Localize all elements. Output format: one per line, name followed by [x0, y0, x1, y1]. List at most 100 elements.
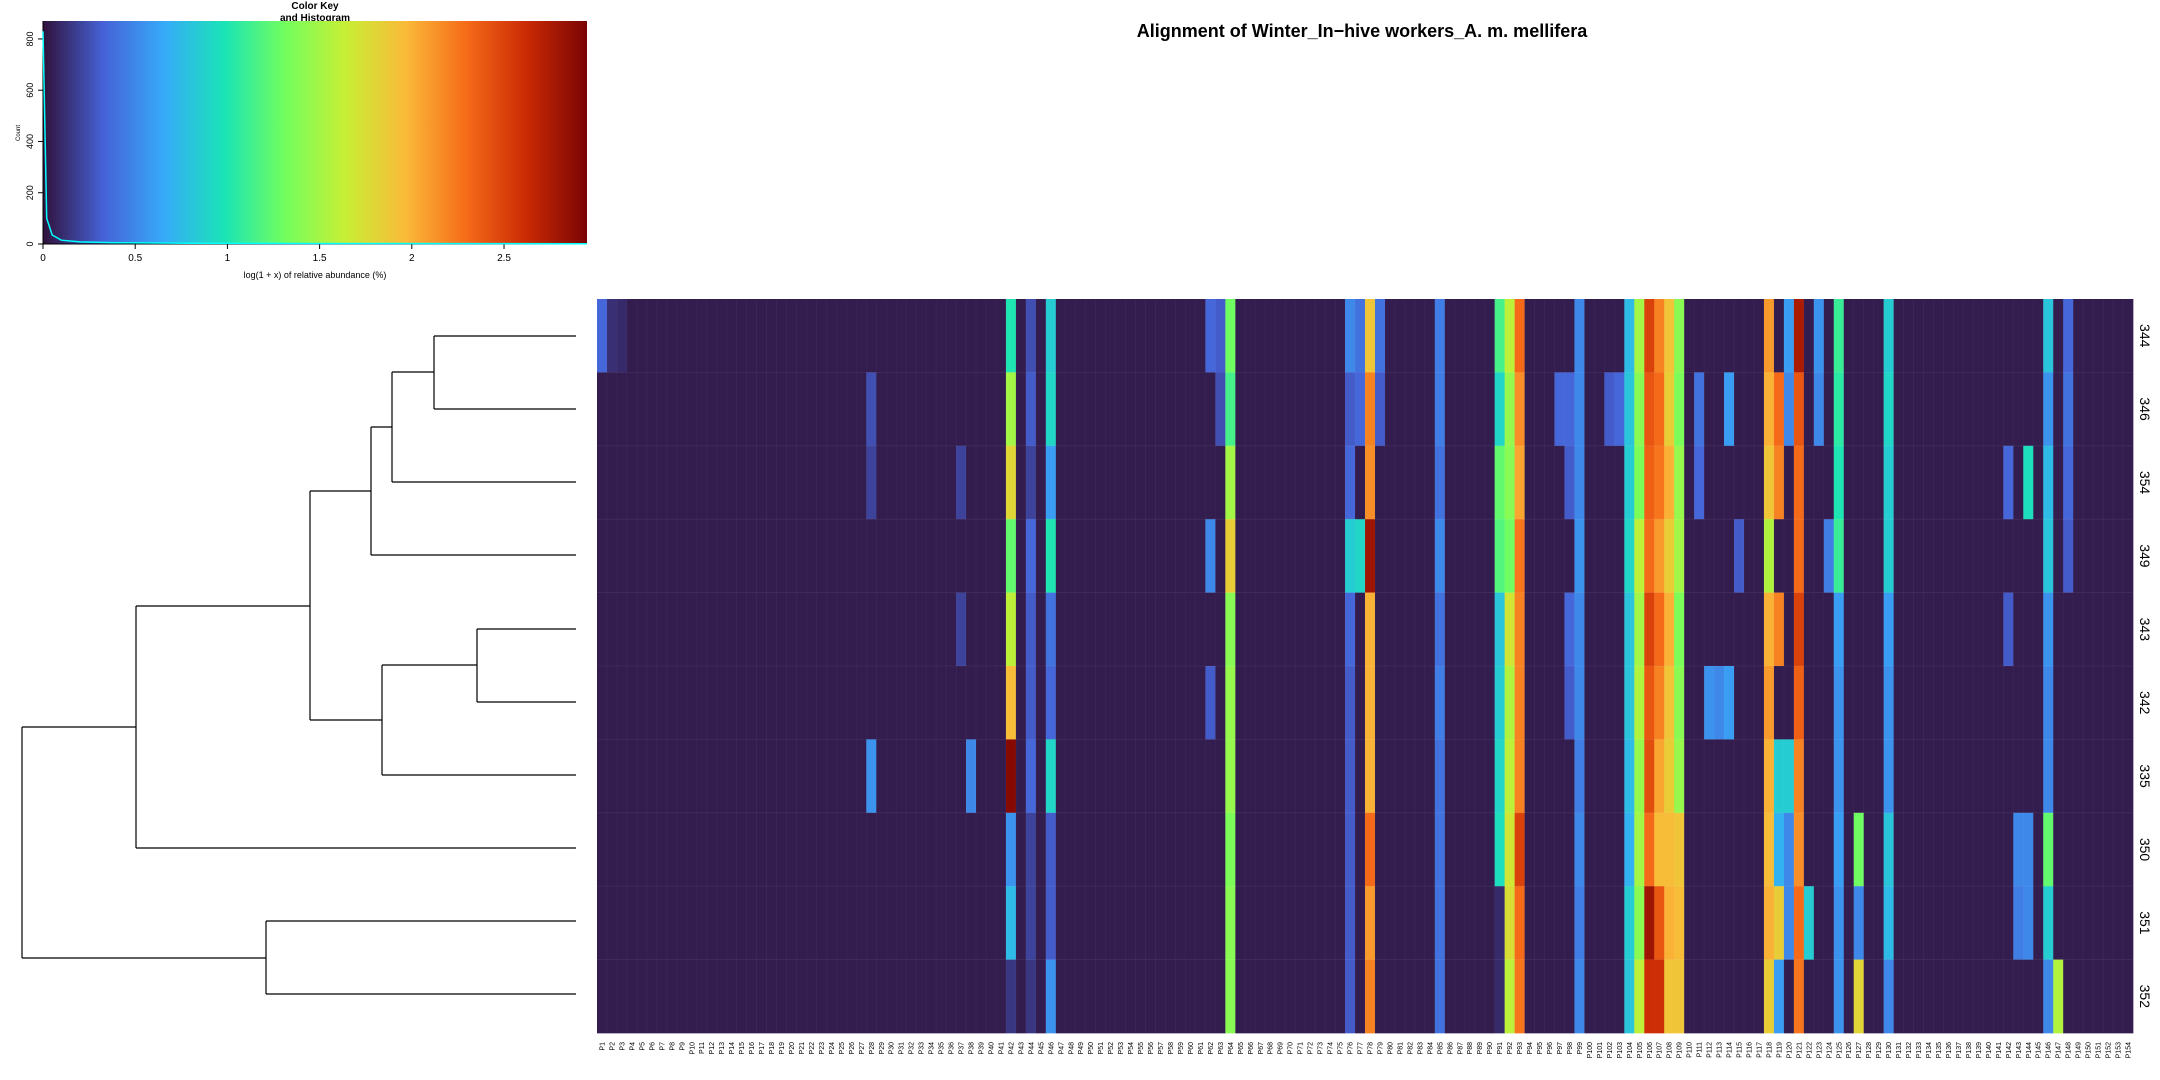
heatmap-cell — [1644, 739, 1655, 814]
heatmap-cell — [1384, 299, 1396, 373]
heatmap-cell — [1215, 592, 1226, 667]
heatmap-cell — [966, 739, 977, 814]
heatmap-cell — [1484, 445, 1496, 520]
heatmap-cell — [1015, 592, 1027, 667]
heatmap-cell — [2013, 519, 2024, 593]
column-label: P137 — [1956, 1042, 1963, 1058]
heatmap-cell — [1644, 592, 1655, 667]
heatmap-cell — [2073, 592, 2084, 667]
heatmap-cell — [1973, 299, 1984, 373]
column-label: P102 — [1607, 1042, 1614, 1058]
row-label: 343 — [2137, 618, 2153, 642]
heatmap-cell — [597, 739, 608, 814]
column-label: P140 — [1986, 1042, 1993, 1058]
heatmap-cell — [976, 299, 987, 373]
heatmap-cell — [1773, 372, 1785, 447]
heatmap-cell — [1215, 886, 1226, 960]
heatmap-cell — [1155, 372, 1166, 447]
heatmap-cell — [786, 519, 797, 593]
heatmap-cell — [776, 299, 787, 373]
heatmap-cell — [1674, 445, 1685, 520]
heatmap-cell — [826, 592, 837, 667]
heatmap-cell — [995, 739, 1007, 814]
heatmap-cell — [995, 299, 1007, 373]
heatmap-cell — [2003, 739, 2014, 814]
heatmap-cell — [706, 372, 718, 447]
heatmap-cell — [1674, 592, 1685, 667]
heatmap-cell — [976, 666, 987, 740]
heatmap-cell — [2043, 886, 2054, 960]
heatmap-cell — [646, 739, 658, 814]
heatmap-cell — [2023, 445, 2034, 520]
heatmap-cell — [1714, 372, 1725, 447]
heatmap-cell — [1225, 959, 1236, 1034]
heatmap-cell — [1953, 445, 1964, 520]
heatmap-cell — [1833, 299, 1845, 373]
heatmap-cell — [1584, 519, 1595, 593]
heatmap-cell — [946, 519, 957, 593]
heatmap-cell — [1753, 959, 1765, 1034]
heatmap-cell — [1763, 445, 1775, 520]
heatmap-cell — [1664, 299, 1675, 373]
heatmap-cell — [1903, 739, 1914, 814]
heatmap-cell — [1664, 372, 1675, 447]
heatmap-cell — [1145, 299, 1156, 373]
heatmap-cell — [626, 299, 638, 373]
heatmap-cell — [826, 299, 837, 373]
heatmap-cell — [1694, 739, 1705, 814]
heatmap-cell — [1265, 959, 1276, 1034]
heatmap-cell — [1235, 372, 1246, 447]
column-label: P105 — [1637, 1042, 1644, 1058]
heatmap-cell — [816, 886, 827, 960]
heatmap-cell — [896, 372, 907, 447]
heatmap-cell — [836, 886, 847, 960]
heatmap-cell — [1245, 666, 1256, 740]
heatmap-cell — [1055, 299, 1067, 373]
heatmap-cell — [616, 299, 628, 373]
heatmap-cell — [1524, 299, 1535, 373]
heatmap-cell — [1664, 592, 1675, 667]
heatmap-cell — [796, 445, 807, 520]
heatmap-cell — [1175, 886, 1186, 960]
heatmap-cell — [626, 812, 638, 887]
heatmap-cell — [916, 299, 927, 373]
heatmap-cell — [1105, 372, 1116, 447]
heatmap-cell — [1015, 299, 1027, 373]
heatmap-cell — [1315, 739, 1326, 814]
column-label: P56 — [1148, 1042, 1155, 1055]
heatmap-cell — [1325, 739, 1336, 814]
heatmap-cell — [1993, 886, 2004, 960]
heatmap-cell — [1594, 299, 1605, 373]
heatmap-cell — [686, 739, 698, 814]
heatmap-cell — [1205, 372, 1216, 447]
heatmap-cell — [1374, 666, 1386, 740]
heatmap-cell — [1614, 299, 1625, 373]
heatmap-cell — [1674, 372, 1685, 447]
heatmap-cell — [1085, 959, 1097, 1034]
heatmap-cell — [1275, 959, 1286, 1034]
heatmap-cell — [1404, 812, 1416, 887]
heatmap-cell — [886, 592, 897, 667]
heatmap-cell — [1335, 666, 1346, 740]
heatmap-cell — [866, 299, 877, 373]
heatmap-cell — [1265, 445, 1276, 520]
heatmap-cell — [1185, 592, 1196, 667]
heatmap-cell — [636, 372, 648, 447]
heatmap-cell — [1544, 519, 1555, 593]
heatmap-cell — [646, 299, 658, 373]
heatmap-cell — [2033, 666, 2044, 740]
heatmap-cell — [1265, 812, 1276, 887]
heatmap-cell — [766, 445, 777, 520]
heatmap-cell — [1504, 812, 1515, 887]
heatmap-cell — [1833, 372, 1845, 447]
heatmap-cell — [776, 886, 787, 960]
heatmap-cell — [1714, 666, 1725, 740]
heatmap-cell — [1684, 299, 1695, 373]
heatmap-cell — [2123, 372, 2134, 447]
heatmap-cell — [776, 445, 787, 520]
heatmap-cell — [1843, 959, 1855, 1034]
heatmap-cell — [1464, 299, 1476, 373]
heatmap-cell — [597, 592, 608, 667]
heatmap-cell — [1973, 519, 1984, 593]
heatmap-cell — [816, 739, 827, 814]
